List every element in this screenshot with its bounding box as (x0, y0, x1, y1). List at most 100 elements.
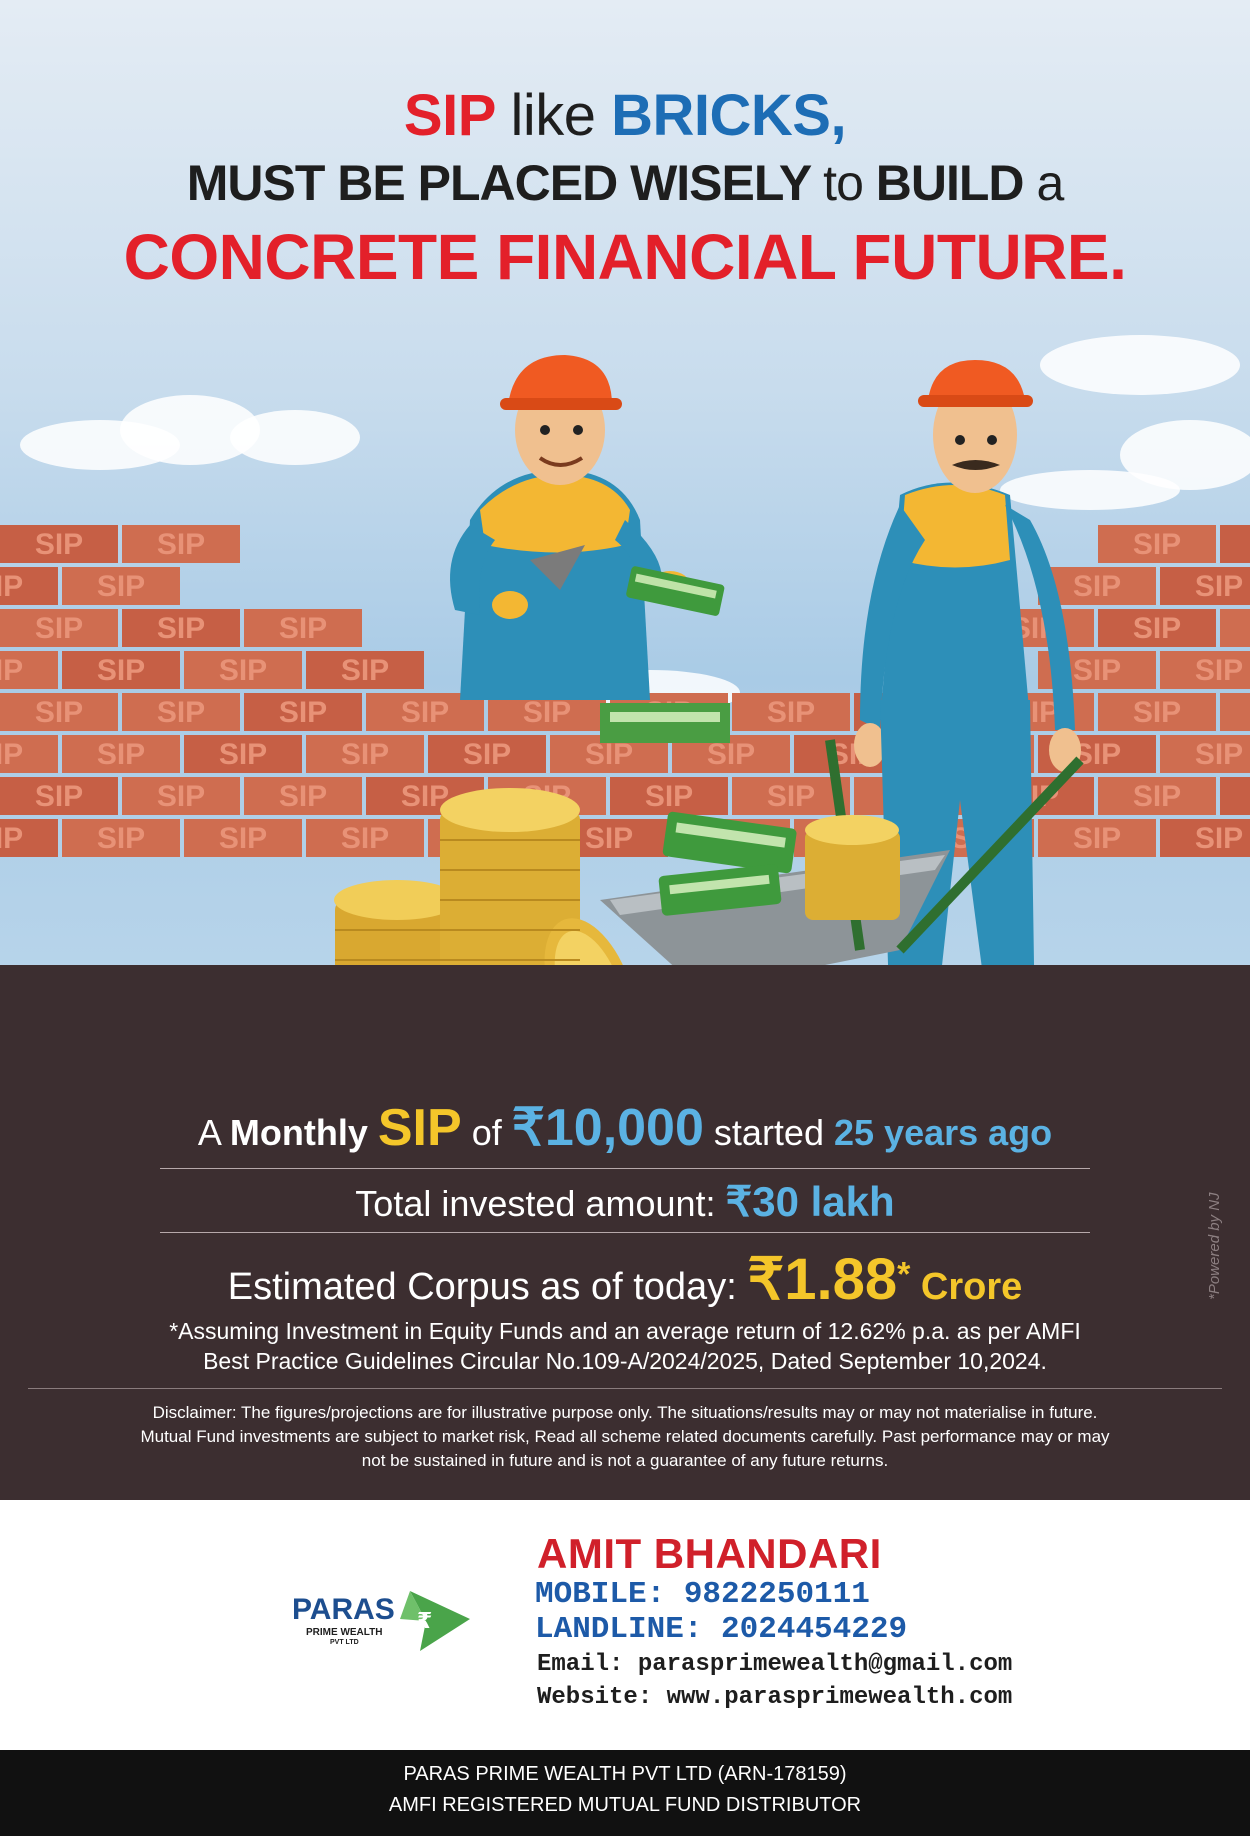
brick (306, 735, 424, 773)
stat-corpus-value: ₹1.88 (747, 1247, 898, 1312)
contact-website[interactable]: Website: www.parasprimewealth.com (537, 1684, 1013, 1711)
brick (184, 819, 302, 857)
headline-sip: SIP (403, 83, 495, 148)
brick (306, 819, 424, 857)
disclaimer: Disclaimer: The figures/projections are … (45, 1401, 1205, 1473)
stat-of: of (471, 1112, 502, 1153)
disclaimer-line-3: not be sustained in future and is not a … (361, 1451, 889, 1470)
brick (244, 777, 362, 815)
brick-label: SIP (1133, 780, 1181, 813)
brick-label: SIP (401, 696, 449, 729)
brick (0, 777, 118, 815)
brick-label: SIP (767, 780, 815, 813)
brick (1220, 693, 1250, 731)
divider (160, 1232, 1090, 1233)
brick (62, 819, 180, 857)
stat-corpus-label: Estimated Corpus as of today: (227, 1266, 737, 1308)
assumption-line-1: *Assuming Investment in Equity Funds and… (169, 1318, 1081, 1344)
assumption-line-2: Best Practice Guidelines Circular No.109… (203, 1348, 1047, 1374)
divider (160, 1168, 1090, 1169)
brick (62, 651, 180, 689)
brick-label: SIP (35, 696, 83, 729)
brick-label: SIP (279, 696, 327, 729)
headline-to: to (823, 155, 864, 211)
contact-section (0, 1500, 1250, 1750)
contact-name: AMIT BHANDARI (537, 1530, 882, 1577)
brick (1160, 735, 1250, 773)
headline-placed-wisely: MUST BE PLACED WISELY (186, 155, 812, 211)
brick (1098, 693, 1216, 731)
stat-corpus-unit: Crore (920, 1266, 1023, 1308)
stat-monthly-sip: A Monthly SIP of ₹10,000 started 25 year… (0, 1098, 1250, 1158)
stat-a: A (197, 1112, 220, 1153)
stat-corpus-asterisk: * (897, 1255, 911, 1294)
headline-like: like (510, 83, 596, 148)
brick-label: SIP (35, 780, 83, 813)
brick-label: SIP (97, 738, 145, 771)
cloud (1040, 335, 1240, 395)
brick (184, 735, 302, 773)
logo-name: PARAS (292, 1593, 395, 1626)
headline-bricks: BRICKS, (611, 83, 847, 148)
contact-mobile[interactable]: MOBILE: 9822250111 (535, 1577, 870, 1612)
stat-monthly: Monthly (229, 1112, 368, 1153)
headline-line-3: CONCRETE FINANCIAL FUTURE. (123, 221, 1127, 293)
stat-years: 25 years ago (834, 1112, 1053, 1153)
worker-left (450, 355, 725, 700)
brick-label: SIP (341, 822, 389, 855)
brick-label: SIP (707, 738, 755, 771)
brick (122, 777, 240, 815)
divider (28, 1388, 1222, 1389)
disclaimer-line-2: Mutual Fund investments are subject to m… (140, 1427, 1110, 1446)
brick-label: SIP (219, 822, 267, 855)
stat-invested-value: ₹30 lakh (725, 1178, 895, 1225)
brick (732, 777, 850, 815)
brick (122, 693, 240, 731)
stat-total-invested: Total invested amount: ₹30 lakh (0, 1177, 1250, 1226)
brick-label: SIP (1073, 822, 1121, 855)
brick-label: SIP (219, 738, 267, 771)
brick (0, 735, 58, 773)
brick-label: SIP (767, 696, 815, 729)
brick-label: SIP (35, 528, 83, 561)
contact-landline[interactable]: LANDLINE: 2024454229 (535, 1612, 908, 1647)
brick (1220, 777, 1250, 815)
brick (62, 735, 180, 773)
stat-started: started (713, 1112, 824, 1153)
brick-label: SIP (0, 738, 23, 771)
headline-line-2: MUST BE PLACED WISELY to BUILD a (0, 150, 1250, 216)
brick (1220, 525, 1250, 563)
brick (610, 777, 728, 815)
brick-label: SIP (0, 654, 23, 687)
brick-label: SIP (1133, 528, 1181, 561)
brick (244, 609, 362, 647)
brick (244, 693, 362, 731)
brick-label: SIP (1073, 570, 1121, 603)
disclaimer-line-1: Disclaimer: The figures/projections are … (152, 1403, 1098, 1422)
assumption-note: *Assuming Investment in Equity Funds and… (0, 1316, 1250, 1376)
logo-sub: PRIME WEALTH (306, 1627, 383, 1638)
brick-label: SIP (463, 738, 511, 771)
brick-label: SIP (97, 654, 145, 687)
brick (0, 819, 58, 857)
brick-label: SIP (1195, 570, 1243, 603)
brick (1098, 609, 1216, 647)
stat-sip-amount: ₹10,000 (511, 1099, 704, 1157)
contact-email[interactable]: Email: parasprimewealth@gmail.com (537, 1651, 1013, 1678)
brick-label: SIP (157, 528, 205, 561)
brick (1098, 777, 1216, 815)
brick-label: SIP (97, 570, 145, 603)
brick (732, 693, 850, 731)
brick-label: SIP (279, 780, 327, 813)
brick-label: SIP (0, 822, 23, 855)
brick (0, 609, 118, 647)
stat-corpus: Estimated Corpus as of today: ₹1.88* Cro… (0, 1245, 1250, 1313)
brick-label: SIP (279, 612, 327, 645)
logo-mark: ₹ (400, 1591, 470, 1651)
brick-label: SIP (35, 612, 83, 645)
brick-label: SIP (157, 780, 205, 813)
brick-label: SIP (1195, 654, 1243, 687)
headline: SIP like BRICKS, MUST BE PLACED WISELY t… (0, 82, 1250, 298)
brick (184, 651, 302, 689)
